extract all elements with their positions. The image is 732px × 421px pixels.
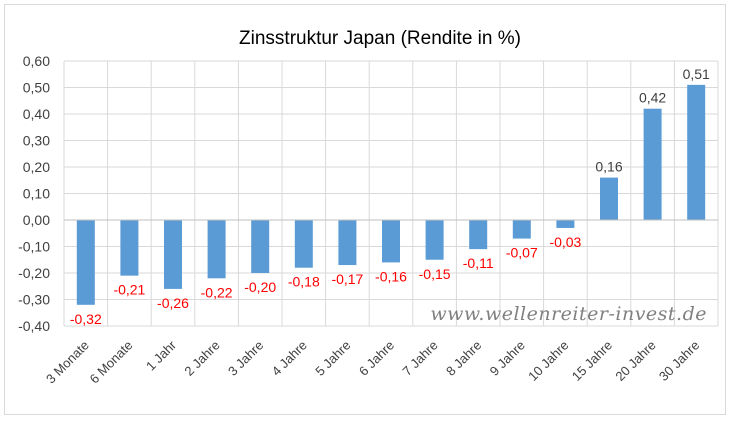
data-label: -0,18 xyxy=(288,274,320,290)
x-tick-label: 3 Monate xyxy=(43,338,92,387)
y-tick-label: 0,20 xyxy=(23,159,50,175)
x-tick-label: 2 Jahre xyxy=(181,338,222,379)
y-axis-ticks: 0,60 0,50 0,40 0,30 0,20 0,10 0,00 -0,10 -0,20 -0… xyxy=(18,53,50,334)
bars xyxy=(76,84,706,305)
data-label: -0,07 xyxy=(506,245,538,261)
data-label: -0,03 xyxy=(549,234,581,250)
watermark-text: www.wellenreiter-invest.de xyxy=(430,303,707,325)
data-label: -0,26 xyxy=(157,295,189,311)
x-tick-label: 5 Jahre xyxy=(312,338,353,379)
x-tick-label: 20 Jahre xyxy=(612,338,658,384)
bar xyxy=(76,220,95,305)
x-tick-label: 4 Jahre xyxy=(269,338,310,379)
y-tick-label: 0,30 xyxy=(23,133,50,149)
data-label: -0,17 xyxy=(331,271,363,287)
bar xyxy=(425,220,444,260)
x-tick-label: 7 Jahre xyxy=(399,338,440,379)
x-tick-label: 9 Jahre xyxy=(487,338,528,379)
data-label: -0,22 xyxy=(201,284,233,300)
grid-lines xyxy=(63,60,719,327)
data-label: 0,16 xyxy=(595,159,622,175)
bar xyxy=(512,220,531,239)
data-label: -0,20 xyxy=(244,279,276,295)
bar xyxy=(251,220,270,273)
bar xyxy=(687,84,706,220)
y-tick-label: 0,00 xyxy=(23,212,50,228)
x-tick-label: 1 Jahr xyxy=(143,337,180,374)
bar xyxy=(164,220,182,289)
y-tick-label: 0,50 xyxy=(23,80,50,96)
x-tick-label: 3 Jahre xyxy=(225,338,266,379)
data-label: -0,16 xyxy=(375,268,407,284)
chart-title: Zinsstruktur Japan (Rendite in %) xyxy=(239,28,521,49)
y-tick-label: -0,30 xyxy=(18,292,50,308)
bar xyxy=(338,220,357,266)
bar xyxy=(207,220,226,279)
x-tick-label: 30 Jahre xyxy=(656,338,702,384)
bar xyxy=(643,108,662,220)
y-tick-label: 0,60 xyxy=(23,53,50,69)
x-tick-label: 8 Jahre xyxy=(443,338,484,379)
x-tick-label: 6 Jahre xyxy=(356,338,397,379)
data-label: -0,21 xyxy=(113,282,145,298)
bar xyxy=(556,220,575,228)
data-labels: -0,32 -0,21 -0,26 -0,22 -0,20 -0,18 -0,17 -0,16… xyxy=(70,66,710,327)
y-tick-label: 0,40 xyxy=(23,106,50,122)
x-tick-label: 15 Jahre xyxy=(569,338,615,384)
data-label: 0,42 xyxy=(639,90,666,106)
x-tick-label: 6 Monate xyxy=(87,338,136,387)
bar xyxy=(294,220,313,268)
bar xyxy=(600,177,618,220)
data-label: -0,15 xyxy=(419,266,451,282)
y-tick-label: -0,40 xyxy=(18,318,50,334)
y-tick-label: -0,10 xyxy=(18,239,50,255)
bar xyxy=(382,220,400,263)
data-label: -0,32 xyxy=(70,311,102,327)
bar xyxy=(469,220,488,250)
bar xyxy=(120,220,139,276)
data-label: -0,11 xyxy=(463,255,494,271)
data-label: 0,51 xyxy=(683,66,710,82)
x-tick-label: 10 Jahre xyxy=(525,338,571,384)
y-tick-label: 0,10 xyxy=(23,186,50,202)
y-tick-label: -0,20 xyxy=(18,265,50,281)
